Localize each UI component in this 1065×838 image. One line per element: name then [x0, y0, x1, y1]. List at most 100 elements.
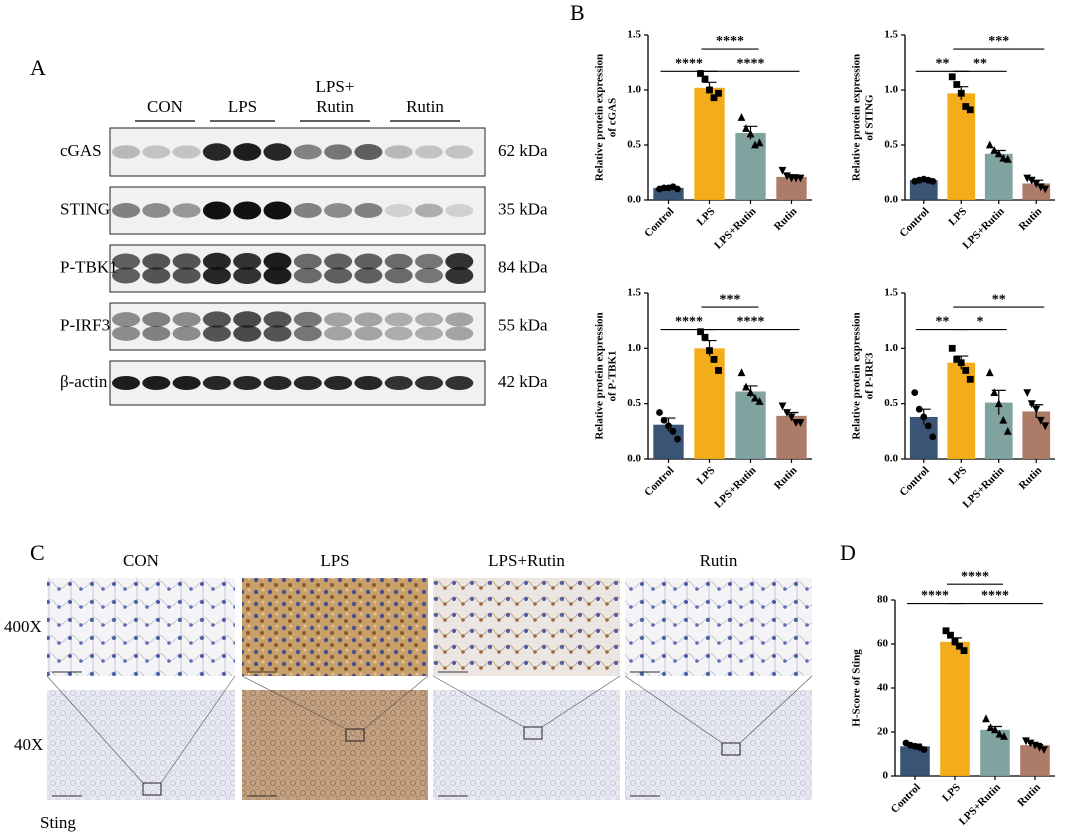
x-tick-label: LPS	[695, 464, 718, 487]
zoom-line	[241, 675, 347, 730]
x-tick-label: Rutin	[1017, 205, 1045, 233]
x-tick-label: LPS	[695, 205, 718, 228]
ihc-panel: CON LPS LPS+Rutin Rutin 400X 40X Sting	[4, 551, 813, 832]
blot-band	[112, 312, 140, 327]
y-tick-label: 80	[877, 594, 889, 606]
data-point	[1032, 180, 1041, 188]
blot-band	[445, 312, 474, 327]
micrograph-40x	[47, 690, 235, 800]
data-point	[715, 367, 722, 374]
data-point	[956, 642, 963, 650]
blot-band	[384, 204, 413, 217]
data-point	[669, 427, 677, 435]
blot-frame	[109, 302, 486, 351]
data-point	[710, 94, 718, 102]
data-point	[737, 368, 746, 377]
data-point	[924, 422, 932, 430]
blot-band	[142, 326, 171, 341]
blot-band	[142, 203, 171, 218]
y-tick-label: 40	[877, 682, 889, 694]
y-tick-label: 0.5	[627, 397, 641, 409]
column-label: Rutin	[700, 551, 738, 570]
data-point	[706, 347, 713, 354]
y-axis-label: of cGAS	[607, 98, 619, 137]
data-point	[929, 177, 937, 185]
data-point	[1041, 185, 1050, 194]
group-label: CON	[147, 97, 183, 116]
x-tick-label: LPS	[946, 205, 969, 228]
blot-band	[233, 376, 262, 390]
blot-band	[202, 325, 231, 342]
zoom-line	[541, 675, 621, 728]
data-point	[962, 103, 970, 110]
blot-band	[233, 252, 262, 271]
blot-band	[293, 376, 322, 390]
stain-label: Sting	[40, 813, 76, 832]
protein-label: β-actin	[60, 372, 108, 391]
blot-band	[415, 326, 443, 341]
bar	[909, 180, 938, 200]
blot-band	[172, 253, 201, 270]
data-point	[783, 172, 791, 181]
size-label: 62 kDa	[498, 141, 548, 160]
column-label: LPS+Rutin	[488, 551, 565, 570]
data-point	[966, 375, 974, 383]
blot-band	[293, 267, 322, 284]
bar-chart: 0 20 40 60 80 H-Score of Sting Control LPSLPS+R…	[851, 569, 1055, 828]
inset-box	[523, 726, 543, 740]
y-axis-label: Relative protein expression	[594, 312, 606, 439]
y-tick-label: 1.5	[884, 287, 898, 299]
blot-band	[384, 376, 413, 390]
y-axis-label: of STING	[864, 94, 876, 141]
size-label: 42 kDa	[498, 372, 548, 391]
data-point	[701, 75, 709, 83]
y-tick-label: 0	[883, 770, 889, 782]
y-tick-label: 0.0	[884, 194, 898, 206]
zoom-line	[160, 675, 236, 784]
significance-label: ****	[675, 57, 703, 72]
blot-band	[202, 376, 231, 390]
y-tick-label: 0.0	[627, 453, 641, 465]
panel-label: D	[840, 540, 856, 565]
blot-band	[142, 253, 171, 270]
blot-band	[445, 376, 474, 390]
data-point	[948, 73, 956, 81]
data-point	[999, 415, 1008, 424]
bar	[694, 87, 725, 200]
significance-label: ****	[675, 315, 703, 330]
blot-band	[445, 266, 474, 285]
blot-band	[202, 252, 231, 271]
y-axis-label: of P-TBK1	[607, 350, 619, 401]
data-point	[953, 81, 961, 88]
blot-band	[354, 267, 383, 284]
x-tick-label: Control	[642, 205, 676, 239]
y-tick-label: 60	[877, 638, 889, 650]
data-point	[991, 725, 999, 734]
data-point	[674, 435, 681, 443]
data-point	[960, 647, 968, 654]
data-point	[1022, 737, 1030, 746]
data-point	[999, 153, 1008, 162]
data-point	[966, 106, 974, 114]
blot-band	[415, 267, 443, 284]
blot-band	[384, 267, 413, 284]
data-point	[947, 631, 954, 639]
data-point	[1041, 422, 1050, 431]
blot-band	[172, 326, 201, 341]
significance-label: **	[992, 292, 1006, 307]
data-point	[986, 723, 995, 731]
data-point	[1003, 426, 1012, 435]
blot-band	[263, 376, 292, 390]
panel-label: B	[570, 0, 585, 25]
data-point	[665, 422, 672, 430]
y-axis-label: Relative protein expression	[851, 54, 863, 181]
data-point	[1000, 732, 1008, 740]
data-point	[962, 367, 970, 374]
bar	[776, 176, 807, 200]
bar-chart: 0.0 0.5 1.0 1.5 Relative protein expression o…	[594, 29, 812, 252]
x-tick-label: Rutin	[1015, 781, 1043, 809]
blot-band	[263, 325, 292, 342]
row-label: 400X	[4, 617, 42, 636]
blot-band	[324, 203, 353, 218]
